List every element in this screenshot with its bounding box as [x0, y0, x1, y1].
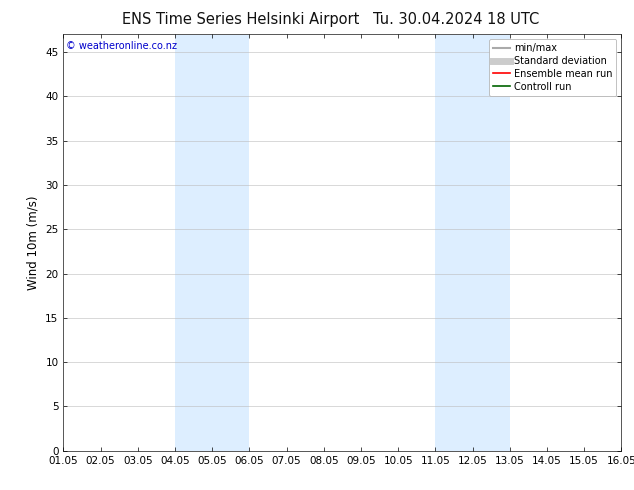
Y-axis label: Wind 10m (m/s): Wind 10m (m/s): [27, 196, 40, 290]
Bar: [436, 34, 510, 451]
Bar: [175, 34, 249, 451]
Text: © weatheronline.co.nz: © weatheronline.co.nz: [66, 41, 177, 50]
Text: Tu. 30.04.2024 18 UTC: Tu. 30.04.2024 18 UTC: [373, 12, 540, 27]
Legend: min/max, Standard deviation, Ensemble mean run, Controll run: min/max, Standard deviation, Ensemble me…: [489, 39, 616, 96]
Text: ENS Time Series Helsinki Airport: ENS Time Series Helsinki Airport: [122, 12, 359, 27]
